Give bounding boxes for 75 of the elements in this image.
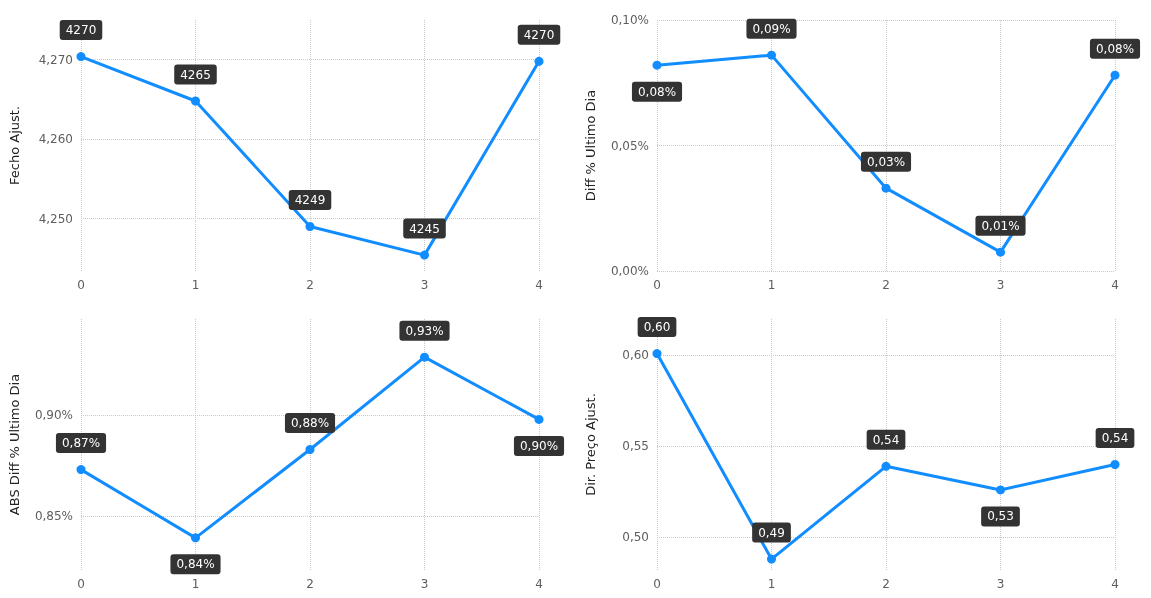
data-label: 0,53 xyxy=(987,509,1014,524)
x-tick-label: 1 xyxy=(767,577,776,591)
point xyxy=(76,52,86,62)
point xyxy=(1110,460,1120,469)
point xyxy=(652,349,662,359)
y-tick-label: 0,50 xyxy=(622,530,649,545)
x-tick-label: 0 xyxy=(77,278,85,292)
data-label: 4270 xyxy=(65,23,97,38)
data-label: 0,93% xyxy=(405,323,444,338)
data-label: 0,60 xyxy=(643,320,671,335)
data-label: 4249 xyxy=(294,193,326,208)
point xyxy=(76,465,86,475)
point xyxy=(767,50,776,60)
y-tick-label: 0,60 xyxy=(622,348,649,363)
x-tick-label: 4 xyxy=(1111,278,1119,292)
x-tick-label: 1 xyxy=(767,278,776,292)
y-tick-label: 0,00% xyxy=(610,264,649,278)
data-label: 0,08% xyxy=(1095,41,1135,56)
x-tick-label: 0 xyxy=(77,577,85,591)
data-label: 0,87% xyxy=(61,436,101,451)
x-tick-label: 3 xyxy=(420,278,429,292)
point xyxy=(305,222,315,232)
data-label: 0,08% xyxy=(637,84,677,99)
data-label: 0,01% xyxy=(981,218,1020,233)
x-tick-label: 0 xyxy=(653,577,661,591)
point xyxy=(881,461,891,471)
x-tick-label: 2 xyxy=(306,278,314,292)
data-label: 0,03% xyxy=(866,154,906,169)
data-label: 0,84% xyxy=(176,557,215,572)
data-label: 4270 xyxy=(523,27,555,42)
x-tick-label: 3 xyxy=(996,278,1005,292)
point xyxy=(996,485,1005,495)
data-label: 0,54 xyxy=(872,432,900,447)
y-axis-title: Dir. Preço Ajust. xyxy=(583,393,598,496)
y-tick-label: 4,270 xyxy=(38,52,73,67)
x-tick-label: 2 xyxy=(882,278,890,292)
y-tick-label: 0,55 xyxy=(622,439,649,454)
point xyxy=(1110,70,1120,80)
point xyxy=(305,445,315,455)
point xyxy=(191,96,200,106)
x-tick-label: 3 xyxy=(996,577,1005,591)
y-axis-title: Diff % Ultimo Dia xyxy=(583,89,598,202)
point xyxy=(420,352,429,362)
point xyxy=(881,183,891,193)
point xyxy=(652,60,662,70)
x-tick-label: 1 xyxy=(191,577,200,591)
x-tick-label: 4 xyxy=(1111,577,1119,591)
data-label: 0,54 xyxy=(1101,431,1129,446)
point xyxy=(420,250,429,260)
data-label: 4265 xyxy=(180,67,211,82)
data-label: 4245 xyxy=(409,221,440,236)
point xyxy=(996,247,1005,257)
y-tick-label: 0,10% xyxy=(610,13,649,27)
data-label: 0,09% xyxy=(752,21,791,36)
data-label: 0,49 xyxy=(758,525,785,540)
x-tick-label: 2 xyxy=(882,577,890,591)
x-tick-label: 4 xyxy=(535,577,543,591)
x-tick-label: 1 xyxy=(191,278,200,292)
y-axis-title: ABS Diff % Ultimo Dia xyxy=(7,373,22,516)
x-tick-label: 4 xyxy=(535,278,543,292)
point xyxy=(534,414,544,424)
x-tick-label: 0 xyxy=(653,278,661,292)
x-tick-label: 2 xyxy=(306,577,314,591)
y-tick-label: 0,90% xyxy=(34,408,73,423)
data-label: 0,90% xyxy=(519,438,559,453)
x-tick-label: 3 xyxy=(420,577,429,591)
point xyxy=(534,56,544,66)
point xyxy=(767,554,776,564)
data-label: 0,88% xyxy=(290,416,330,431)
y-tick-label: 4,250 xyxy=(38,211,73,226)
y-tick-label: 0,05% xyxy=(610,138,649,153)
y-tick-label: 0,85% xyxy=(34,508,73,523)
point xyxy=(191,533,200,543)
y-axis-title: Fecho Ajust. xyxy=(7,106,22,185)
y-tick-label: 4,260 xyxy=(38,132,73,147)
